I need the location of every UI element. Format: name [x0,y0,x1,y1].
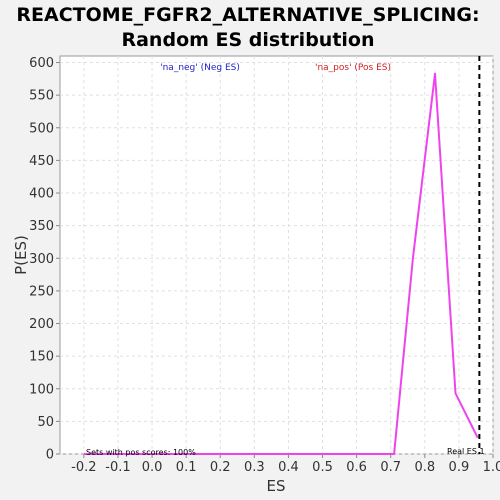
x-tick-label: 0.3 [244,460,265,475]
x-tick-label: 0.0 [142,460,163,475]
y-tick-label: 200 [29,317,54,332]
grid-layer [60,56,494,455]
axis-layer: 0 50 100 150 200 250 300 350 400 450 500 550 600 -0.2… [29,56,500,475]
y-tick-label: 150 [29,350,54,365]
x-tick-label: 0.7 [380,460,401,475]
x-tick-label: 0.8 [414,460,435,475]
x-tick-label: -0.2 [71,460,96,475]
x-tick-label: 0.5 [312,460,333,475]
plot-area [59,55,494,455]
y-tick-label: 600 [29,56,54,71]
x-tick-label: 0.2 [210,460,231,475]
y-tick-label: 450 [29,154,54,169]
x-tick-label: -0.1 [105,460,130,475]
x-tick-label: 0.9 [449,460,470,475]
y-axis-label: P(ES) [12,235,30,275]
annotation-real-es: Real ES 1 [447,447,485,456]
y-tick-label: 100 [29,382,54,397]
x-tick-label: 1.0 [483,460,500,475]
y-tick-label: 400 [29,187,54,202]
y-tick-label: 50 [37,415,54,430]
annotation-pos-scores: Sets with pos scores: 100% [86,448,196,457]
y-tick-label: 250 [29,284,54,299]
legend-pos-label: 'na_pos' (Pos ES) [315,63,391,73]
x-tick-label: 0.1 [176,460,197,475]
legend-neg-label: 'na_neg' (Neg ES) [160,63,240,73]
y-tick-label: 0 [46,448,54,463]
y-tick-label: 550 [29,89,54,104]
chart-title-line1: REACTOME_FGFR2_ALTERNATIVE_SPLICING: [16,4,479,26]
es-series-line [83,72,479,455]
chart-title-line2: Random ES distribution [121,29,374,51]
y-tick-label: 300 [29,252,54,267]
x-tick-label: 0.4 [278,460,299,475]
y-tick-label: 500 [29,121,54,136]
y-tick-label: 350 [29,219,54,234]
x-tick-label: 0.6 [346,460,367,475]
series-layer [83,72,479,455]
x-axis-label: ES [267,477,286,495]
